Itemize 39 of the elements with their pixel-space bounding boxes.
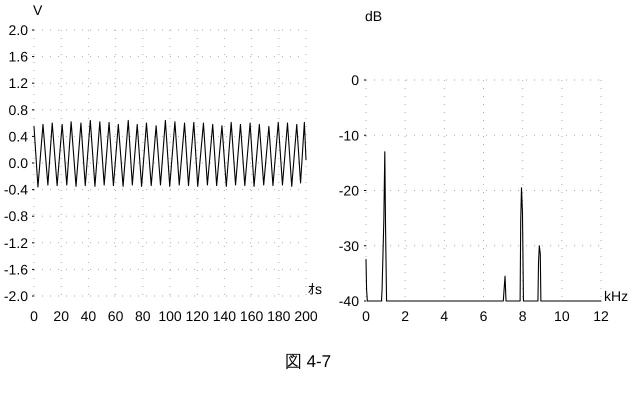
x-tick-label: 6: [480, 308, 488, 324]
x-tick-label: 100: [158, 308, 182, 324]
x-tick-label: 0: [30, 308, 38, 324]
y-tick-label: -30: [338, 238, 359, 254]
x-tick-label: 4: [440, 308, 448, 324]
y-tick-label: -1.2: [4, 234, 28, 251]
x-tick-label: 8: [518, 308, 527, 324]
x-tick-label: 10: [554, 308, 570, 324]
x-tick-label: 2: [401, 308, 410, 324]
y-tick-label: -20: [338, 182, 359, 198]
y-tick-label: 1.2: [8, 75, 28, 92]
y-tick-label: -40: [338, 293, 359, 309]
x-tick-label: 12: [593, 308, 609, 324]
x-axis-title: kHz: [604, 288, 628, 304]
y-tick-label: -1.6: [4, 261, 28, 278]
annotation: 図 4-7: [284, 352, 332, 370]
y-tick-label: -0.4: [4, 182, 28, 198]
y-tick-label: 0.0: [8, 155, 28, 171]
y-axis-title: dB: [365, 8, 382, 24]
y-tick-label: -0.8: [4, 208, 28, 224]
x-tick-label: 200: [294, 308, 318, 324]
x-tick-label: 40: [80, 308, 96, 324]
y-tick-label: 0.8: [8, 102, 28, 118]
y-axis-title: V: [33, 2, 42, 18]
x-tick-label: 160: [240, 308, 264, 324]
y-tick-label: 2.0: [8, 22, 28, 38]
x-tick-label: 140: [212, 308, 236, 324]
x-tick-label: 60: [108, 308, 124, 324]
x-tick-label: 0: [362, 308, 370, 324]
y-tick-label: 0: [351, 72, 359, 88]
y-tick-label: -2.0: [4, 288, 28, 304]
x-tick-label: 180: [267, 308, 290, 324]
y-tick-label: 1.6: [8, 48, 28, 65]
x-axis-title: ｵs: [308, 281, 322, 297]
x-tick-label: 20: [53, 308, 69, 324]
x-tick-label: 80: [135, 308, 151, 324]
x-tick-label: 120: [186, 308, 209, 324]
y-tick-label: -10: [338, 127, 359, 144]
y-tick-label: 0.4: [8, 128, 28, 144]
